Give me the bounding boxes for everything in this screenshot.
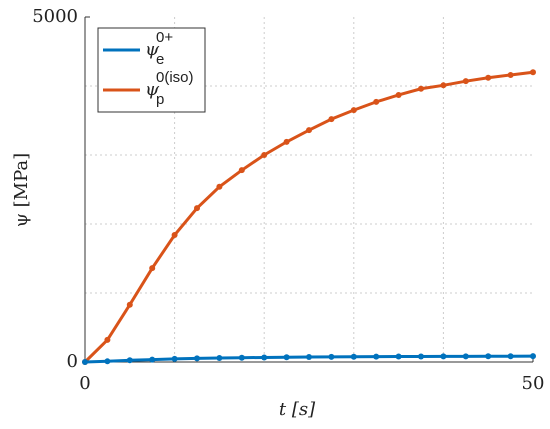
point: [126, 357, 133, 364]
point: [373, 98, 380, 105]
point: [418, 85, 424, 92]
point: [440, 82, 447, 89]
legend-label: ψ: [145, 39, 160, 60]
point: [530, 69, 536, 76]
point: [306, 127, 312, 134]
x-tick-label: 0: [79, 373, 90, 394]
point: [238, 167, 245, 174]
point: [328, 353, 335, 360]
point: [350, 107, 357, 114]
y-tick-label: 5000: [32, 6, 78, 27]
point: [216, 354, 223, 361]
point: [462, 78, 469, 85]
x-tick-label: 50: [522, 373, 545, 394]
point: [373, 353, 380, 360]
legend-sub: p: [156, 91, 164, 108]
point: [440, 353, 447, 360]
point: [82, 359, 88, 365]
point: [507, 353, 514, 360]
point: [104, 336, 111, 343]
point: [149, 356, 156, 363]
point: [216, 183, 223, 190]
point: [238, 354, 245, 361]
point: [462, 353, 469, 360]
y-tick-label: 0: [67, 351, 78, 372]
point: [306, 354, 312, 361]
point: [126, 301, 133, 308]
point: [485, 353, 492, 360]
point: [171, 232, 178, 239]
legend-sup: 0+: [156, 29, 173, 46]
point: [283, 354, 290, 361]
point: [171, 355, 178, 362]
legend-label: ψ: [145, 79, 160, 100]
point: [194, 355, 200, 362]
legend-sup: 0(iso): [156, 69, 194, 86]
x-axis-label: t [s]: [279, 399, 316, 420]
point: [485, 74, 492, 81]
point: [530, 353, 536, 360]
point: [328, 116, 335, 123]
point: [418, 353, 424, 360]
y-axis-label: ψ [MPa]: [11, 153, 32, 227]
point: [283, 138, 290, 145]
point: [350, 353, 357, 360]
point: [395, 353, 402, 360]
point: [104, 358, 111, 365]
point: [507, 71, 514, 78]
point: [149, 265, 156, 272]
legend-sub: e: [156, 51, 164, 68]
point: [261, 354, 268, 361]
legend-box: [97, 27, 206, 113]
point: [395, 91, 402, 98]
point: [261, 152, 268, 158]
point: [194, 205, 200, 212]
